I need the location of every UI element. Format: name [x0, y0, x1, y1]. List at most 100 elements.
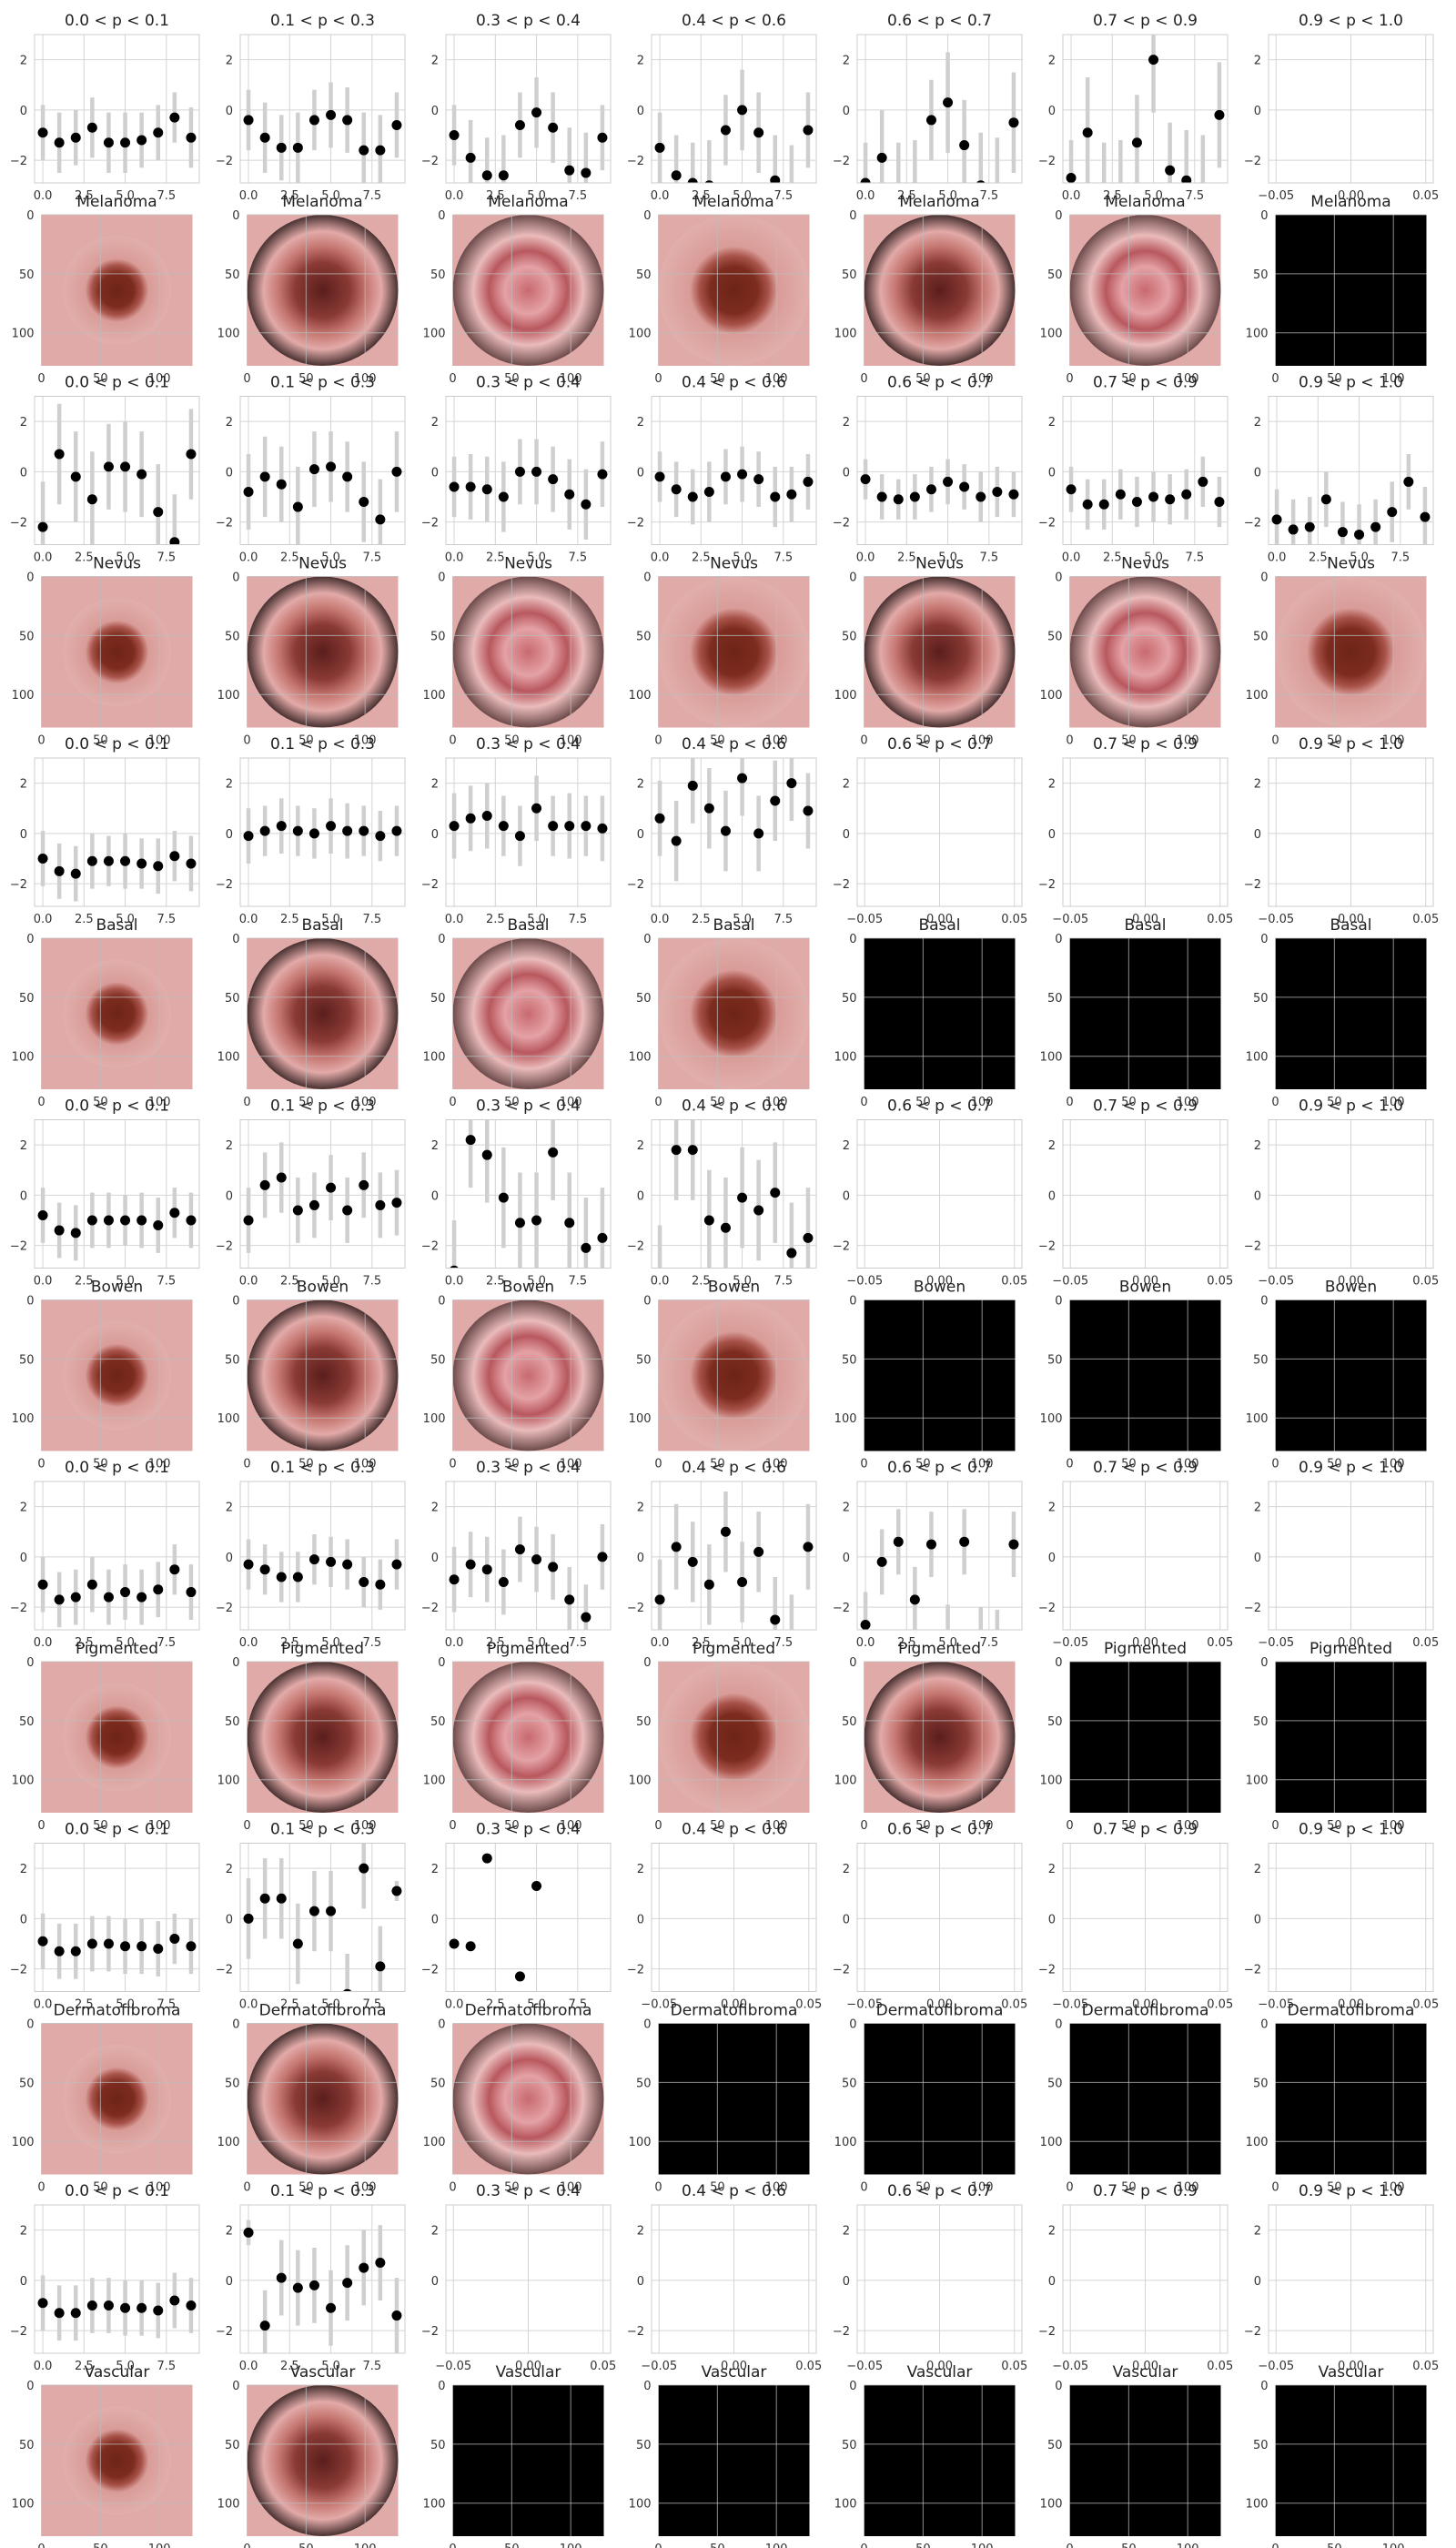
y-tick-label: 50	[19, 1353, 35, 1367]
axes-frame	[445, 2204, 612, 2354]
x-tick-label: 0.0	[239, 2360, 258, 2373]
x-tick-label: 0.05	[590, 2360, 616, 2373]
y-tick-label: 2	[226, 1863, 233, 1876]
x-tick-label: 0.0	[651, 551, 670, 565]
y-tick-label: 0	[232, 2018, 239, 2032]
x-tick-label: 0.05	[1412, 1275, 1439, 1289]
data-point	[37, 2298, 48, 2309]
y-tick-label: −2	[627, 1964, 644, 1977]
axes-title: 0.7 < p < 0.9	[1093, 1821, 1198, 1839]
axes-title: 0.7 < p < 0.9	[1093, 1097, 1198, 1116]
x-tick-label: 100	[1177, 734, 1199, 748]
y-tick-label: 100	[217, 689, 240, 703]
data-point	[86, 1579, 97, 1590]
axes-title: 0.1 < p < 0.3	[270, 2182, 375, 2200]
y-tick-label: 100	[1246, 2136, 1269, 2149]
x-tick-label: −0.05	[1052, 1275, 1088, 1289]
x-tick-label: 0	[860, 2181, 867, 2195]
data-point	[169, 851, 180, 862]
scatter-axes: 0.6 < p < 0.7 2 0 −2 −0.05 0.00 0.05	[833, 2182, 1027, 2373]
data-point	[259, 471, 270, 482]
x-tick-label: 0.0	[239, 189, 258, 203]
y-tick-label: 100	[629, 328, 652, 341]
data-point	[103, 1215, 114, 1226]
y-tick-label: 0	[431, 1552, 439, 1565]
axes-frame	[1268, 34, 1434, 184]
x-tick-label: 50	[298, 2543, 314, 2548]
data-point	[103, 137, 114, 148]
y-tick-label: 50	[19, 992, 35, 1006]
x-tick-label: 2.5	[280, 1275, 299, 1289]
data-point	[860, 1619, 871, 1630]
axes-frame	[239, 2204, 406, 2354]
axes-title: 0.4 < p < 0.6	[682, 735, 786, 753]
y-tick-label: 2	[1048, 2225, 1056, 2239]
y-tick-label: 100	[1246, 1412, 1269, 1426]
y-tick-label: 100	[1246, 689, 1269, 703]
x-tick-label: 2.5	[280, 2360, 299, 2373]
data-point	[1008, 1539, 1019, 1550]
data-point	[597, 132, 608, 143]
data-point	[326, 461, 337, 472]
x-tick-label: 0	[243, 1458, 250, 1471]
x-tick-label: 50	[915, 734, 931, 748]
x-tick-label: 0.0	[1268, 551, 1287, 565]
data-point	[86, 1215, 97, 1226]
x-tick-label: 0	[449, 2543, 456, 2548]
scatter-axes: 0.3 < p < 0.4 2 0 −2 0.0 2.5 5.0 7.5	[421, 1821, 612, 2012]
data-layer	[243, 82, 402, 183]
data-point	[359, 497, 369, 508]
image-axes: Pigmented 0 50 100 0 50 100	[217, 1640, 399, 1833]
data-point	[564, 1218, 575, 1228]
y-tick-label: −2	[1244, 1602, 1261, 1615]
image-axes: Basal 0 50 100 0 50 100	[629, 916, 810, 1109]
data-point	[909, 1594, 920, 1605]
x-tick-label: 5.0	[527, 189, 546, 203]
x-tick-label: 0.0	[651, 913, 670, 926]
y-tick-label: 2	[1048, 1502, 1056, 1515]
x-tick-label: 5.0	[116, 2360, 135, 2373]
x-tick-label: 0	[37, 2543, 45, 2548]
image-title: Bowen	[1325, 1279, 1377, 1297]
y-tick-label: 100	[12, 689, 35, 703]
axes-frame	[1062, 1119, 1228, 1269]
x-tick-label: 0.0	[1062, 189, 1081, 203]
data-point	[925, 115, 936, 126]
data-point	[326, 109, 337, 120]
x-tick-label: 0.00	[721, 2360, 747, 2373]
x-tick-label: 50	[710, 2543, 725, 2548]
image-title: Dermatofibroma	[1082, 2002, 1209, 2020]
image-axes: Basal 0 50 100 0 50 100	[1246, 916, 1427, 1109]
image-title: Nevus	[915, 555, 964, 573]
lesion-blob	[247, 938, 399, 1089]
y-tick-label: 100	[12, 2136, 35, 2149]
x-tick-label: 50	[710, 372, 725, 386]
data-point	[308, 115, 319, 126]
data-layer	[657, 1119, 814, 1269]
y-tick-label: 50	[842, 2439, 857, 2452]
data-point	[531, 803, 542, 814]
data-layer	[243, 1142, 402, 1253]
image-axes: Bowen 0 50 100 0 50 100	[629, 1279, 810, 1471]
axes-frame	[651, 34, 817, 184]
x-tick-label: 0.00	[1132, 1998, 1158, 2012]
y-tick-label: 100	[423, 2498, 446, 2512]
x-tick-label: 2.5	[1103, 189, 1122, 203]
x-tick-label: 0	[860, 734, 867, 748]
y-tick-label: 50	[19, 1715, 35, 1729]
x-tick-label: 0.0	[445, 913, 464, 926]
x-tick-label: 0	[243, 2181, 250, 2195]
data-point	[359, 1577, 369, 1588]
data-point	[292, 1205, 303, 1216]
axes-frame	[856, 34, 1023, 184]
data-point	[581, 499, 592, 510]
data-point	[481, 1853, 492, 1864]
scatter-axes: 0.7 < p < 0.9 2 0 −2 −0.05 0.00 0.05	[1038, 1097, 1233, 1289]
data-point	[1271, 514, 1282, 525]
data-point	[86, 122, 97, 133]
data-point	[70, 1592, 81, 1603]
x-tick-label: 0	[1066, 1819, 1073, 1833]
data-point	[703, 486, 714, 497]
y-tick-label: 0	[226, 105, 233, 118]
data-point	[153, 1944, 164, 1955]
